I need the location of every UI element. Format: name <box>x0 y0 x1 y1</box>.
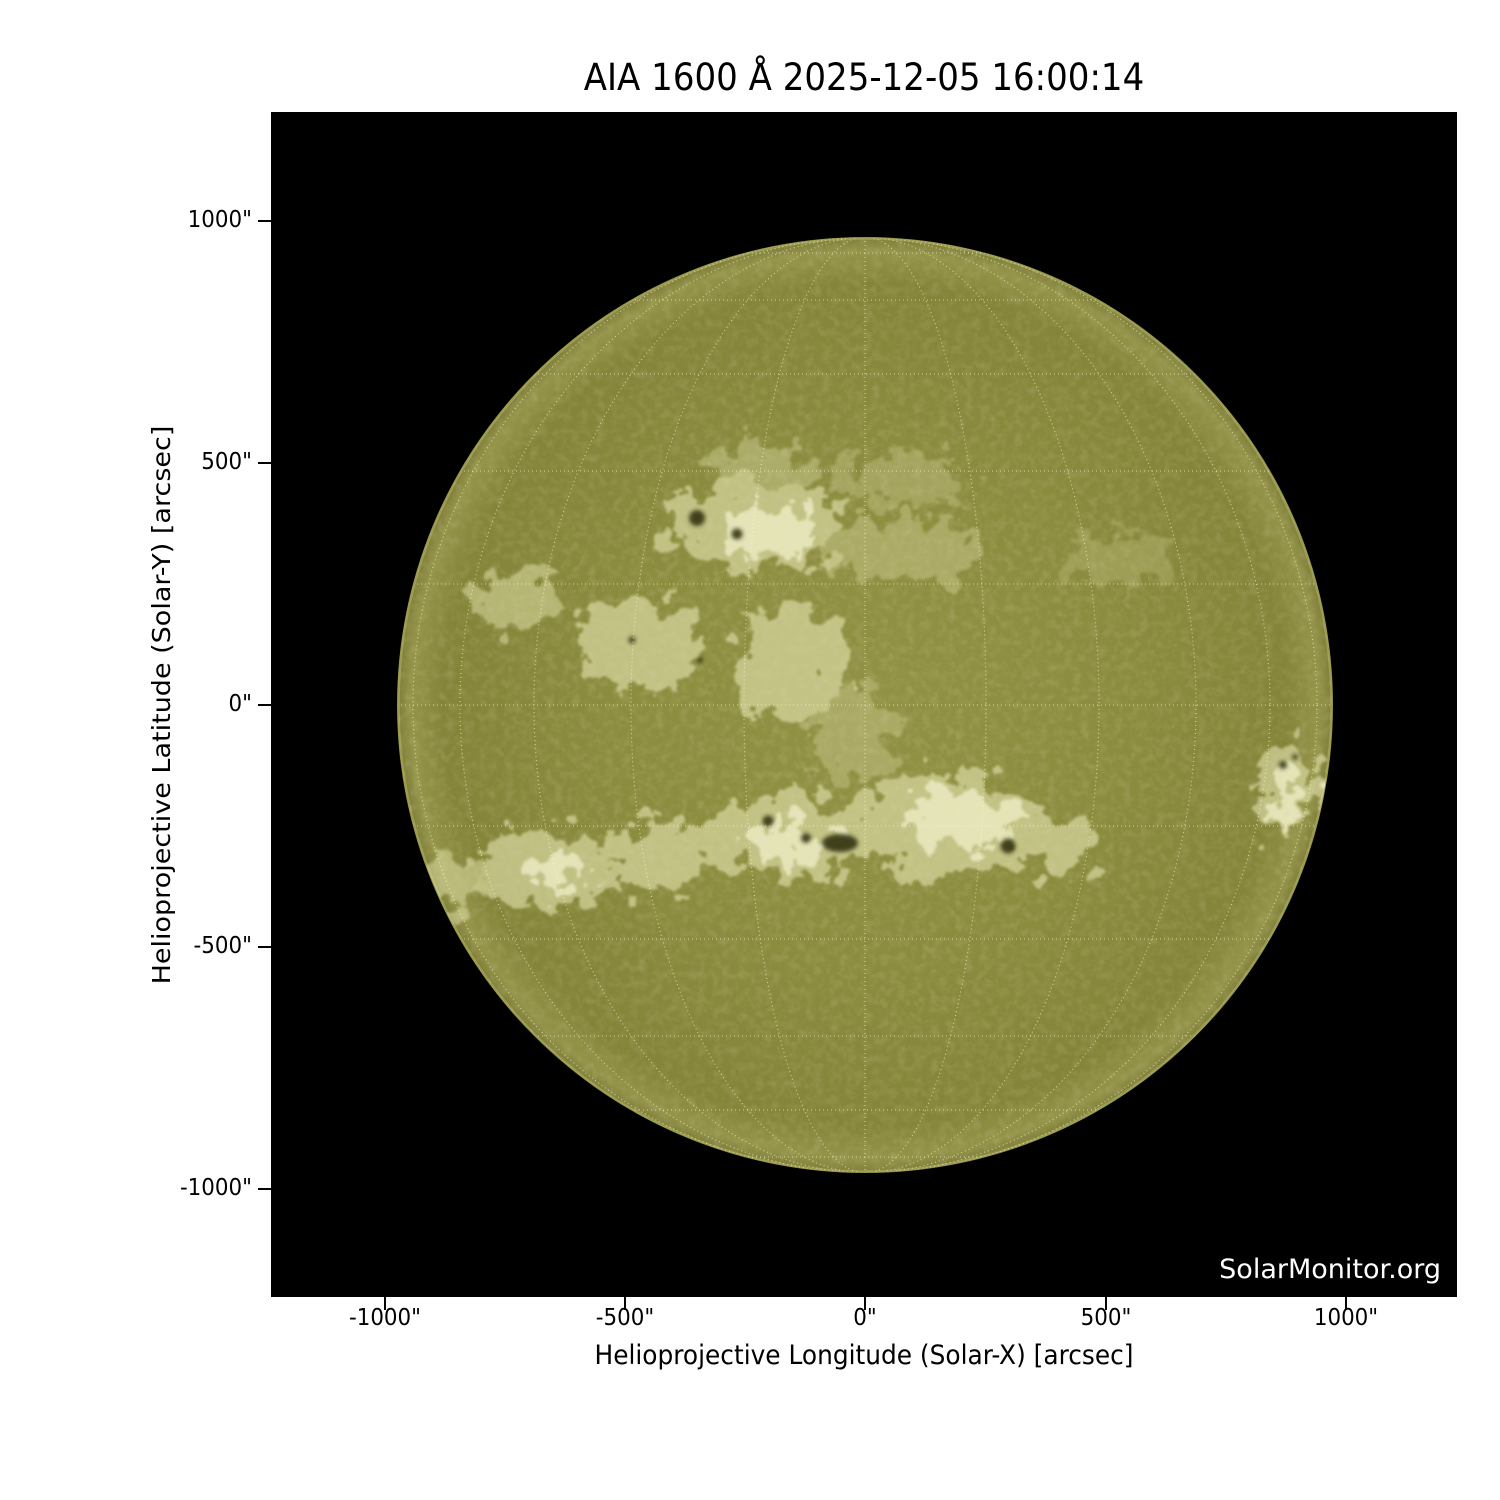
heliographic-grid <box>398 238 1332 1172</box>
x-tick <box>864 1297 866 1310</box>
disk-texture <box>398 238 1332 1172</box>
figure-title: AIA 1600 Å 2025-12-05 16:00:14 <box>583 56 1145 99</box>
y-tick <box>258 704 271 706</box>
x-tick-label: -500" <box>595 1305 655 1331</box>
plage-cores <box>523 508 1303 890</box>
x-tick-label: 0" <box>853 1305 877 1331</box>
x-tick-label: -1000" <box>348 1305 421 1331</box>
y-tick-label: 1000" <box>187 207 252 233</box>
x-tick <box>384 1297 386 1310</box>
x-tick <box>624 1297 626 1310</box>
y-axis-label: Helioprojective Latitude (Solar-Y) [arcs… <box>147 425 177 985</box>
y-tick <box>258 946 271 948</box>
y-tick-label: 0" <box>228 691 252 717</box>
x-tick <box>1345 1297 1347 1310</box>
y-tick <box>258 462 271 464</box>
sunspots <box>628 510 1298 854</box>
x-tick-label: 500" <box>1080 1305 1132 1331</box>
y-tick <box>258 220 271 222</box>
x-axis-label: Helioprojective Longitude (Solar-X) [arc… <box>594 1340 1134 1371</box>
solarmonitor-watermark: SolarMonitor.org <box>1219 1254 1441 1285</box>
x-tick-label: 1000" <box>1313 1305 1379 1331</box>
y-tick-label: 500" <box>201 449 252 475</box>
plot-area: SolarMonitor.org <box>271 112 1457 1297</box>
y-tick-label: -500" <box>193 933 252 959</box>
solar-disk-image <box>271 112 1457 1297</box>
y-tick-label: -1000" <box>179 1175 252 1201</box>
x-tick <box>1105 1297 1107 1310</box>
y-tick <box>258 1188 271 1190</box>
